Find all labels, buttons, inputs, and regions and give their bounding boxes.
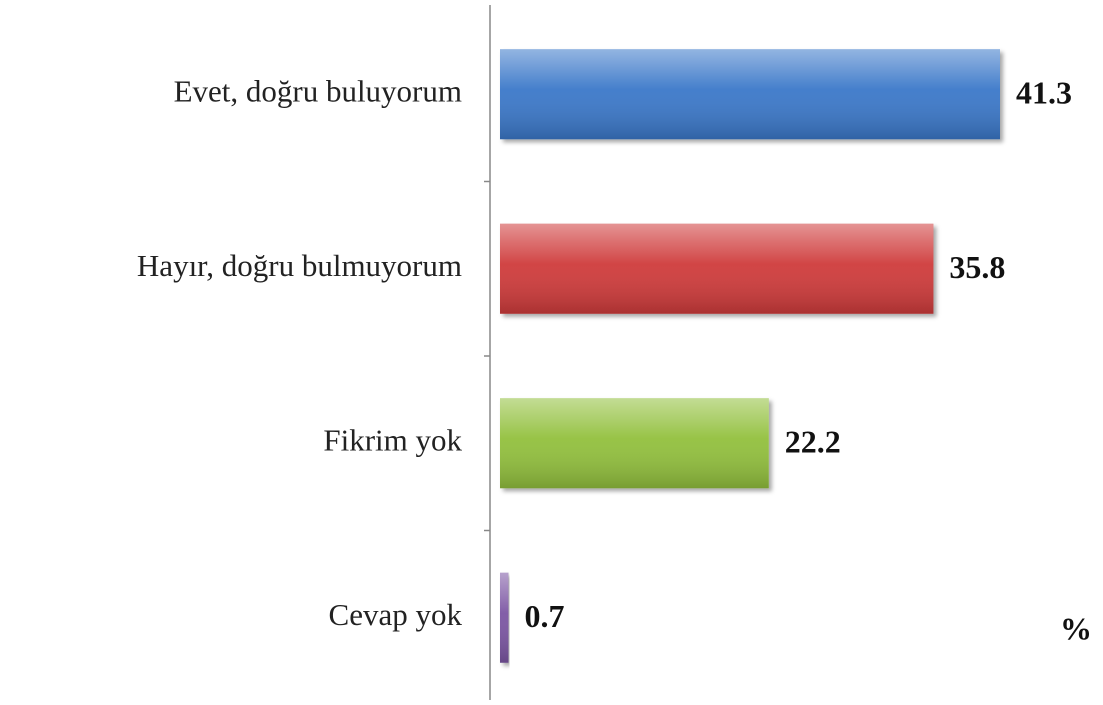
value-label: 35.8 [949, 249, 1005, 285]
bar-shine [500, 398, 769, 489]
category-label: Cevap yok [329, 597, 463, 632]
value-label: 22.2 [785, 424, 841, 460]
bar-shine [500, 223, 934, 314]
bar-shine [500, 49, 1000, 140]
category-label: Evet, doğru buluyorum [174, 73, 462, 108]
value-label: 41.3 [1016, 75, 1072, 111]
bar-shine [500, 572, 509, 663]
category-label: Hayır, doğru bulmuyorum [137, 248, 462, 283]
axis-label: % [1060, 610, 1092, 646]
category-label: Fikrim yok [323, 422, 462, 457]
value-label: 0.7 [524, 598, 564, 634]
